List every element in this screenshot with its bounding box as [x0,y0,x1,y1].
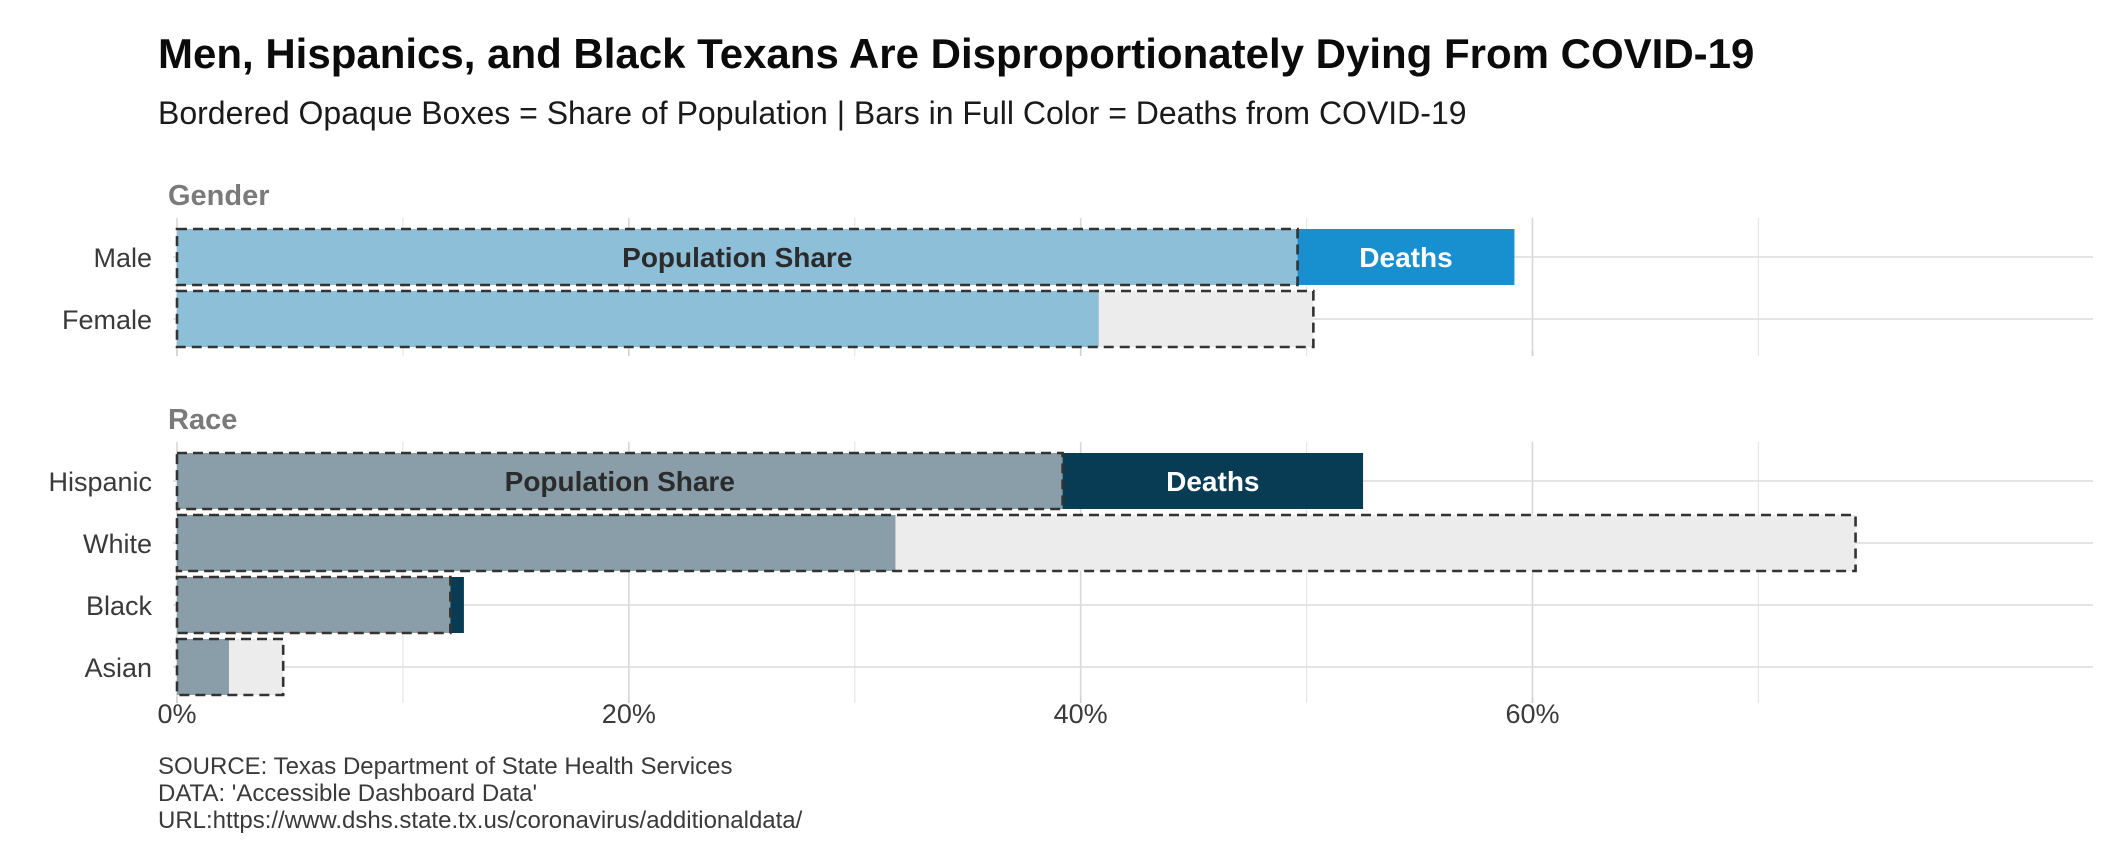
population-share-bar [177,639,229,695]
chart-subtitle: Bordered Opaque Boxes = Share of Populat… [158,95,1467,131]
population-share-bar [177,291,1099,347]
population-share-bar [177,577,451,633]
facet-label: Race [168,404,237,436]
population-share-bar [177,229,1298,285]
population-box-border [175,637,285,697]
category-label: Male [93,243,152,273]
caption-data: DATA: 'Accessible Dashboard Data' [158,780,537,807]
population-share-label: Population Share [505,466,735,497]
x-tick-label: 0% [157,699,196,729]
chart-panels: Gender Male Population Share Deaths Female Ra… [48,180,2093,703]
facet-label: Gender [168,180,270,212]
population-box-border [175,513,1857,573]
caption-url: URL:https://www.dshs.state.tx.us/coronav… [158,807,803,834]
deaths-bar [1297,229,1515,285]
x-tick-label: 60% [1505,699,1559,729]
x-tick-label: 40% [1054,699,1108,729]
category-label: White [83,529,152,559]
category-label: Female [62,305,152,335]
population-share-label: Population Share [622,242,852,273]
chart-title: Men, Hispanics, and Black Texans Are Dis… [158,30,1754,77]
population-box-border [175,289,1315,349]
population-box-border [175,227,1299,287]
category-label: Black [86,591,153,621]
deaths-label: Deaths [1359,242,1452,273]
caption-source: SOURCE: Texas Department of State Health… [158,753,732,780]
population-box-border [175,575,452,635]
population-box-border [175,451,1064,511]
panel-gender: Gender Male Population Share Deaths Female [62,180,2093,356]
x-tick-label: 20% [602,699,656,729]
deaths-bar [450,577,464,633]
population-share-bar [177,515,896,571]
population-share-bar [177,453,1063,509]
deaths-label: Deaths [1166,466,1259,497]
deaths-bar [1062,453,1364,509]
x-axis: 0% 20% 40% 60% [157,699,1559,729]
panel-race: Race Hispanic Population Share Deaths White B… [48,404,2093,703]
category-label: Hispanic [48,467,152,497]
category-label: Asian [84,653,152,683]
